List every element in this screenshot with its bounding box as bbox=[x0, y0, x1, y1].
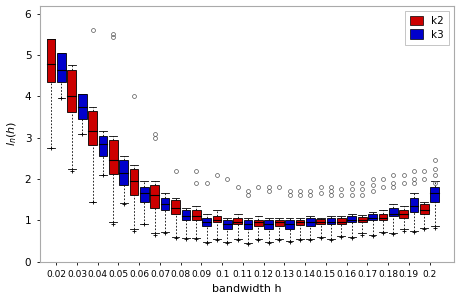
Bar bbox=[109, 140, 118, 174]
Bar bbox=[67, 70, 76, 112]
Bar bbox=[233, 218, 241, 224]
Bar bbox=[119, 160, 128, 185]
Bar bbox=[129, 169, 138, 196]
Bar bbox=[378, 214, 386, 220]
Bar bbox=[326, 218, 335, 224]
Bar bbox=[295, 220, 304, 225]
Bar bbox=[140, 187, 148, 202]
Bar bbox=[88, 111, 97, 145]
Bar bbox=[367, 214, 376, 220]
Bar bbox=[316, 219, 325, 224]
Y-axis label: $l_n(h)$: $l_n(h)$ bbox=[6, 121, 19, 146]
Bar bbox=[274, 220, 283, 226]
Bar bbox=[223, 220, 231, 229]
Bar bbox=[264, 220, 273, 229]
Bar bbox=[47, 39, 56, 82]
Bar bbox=[161, 198, 169, 210]
Bar bbox=[78, 94, 86, 119]
Bar bbox=[181, 210, 190, 220]
Bar bbox=[305, 218, 314, 226]
Bar bbox=[347, 216, 355, 222]
Bar bbox=[419, 204, 428, 214]
Bar bbox=[150, 185, 159, 208]
Bar bbox=[191, 210, 200, 220]
Bar bbox=[285, 220, 293, 229]
Bar bbox=[357, 218, 366, 222]
Bar bbox=[409, 198, 417, 212]
Bar bbox=[243, 220, 252, 229]
Bar bbox=[430, 187, 438, 202]
Bar bbox=[202, 218, 211, 226]
Bar bbox=[398, 210, 407, 218]
Bar bbox=[388, 208, 397, 216]
Bar bbox=[98, 136, 107, 156]
Bar bbox=[336, 218, 345, 224]
Bar bbox=[57, 53, 66, 82]
X-axis label: bandwidth h: bandwidth h bbox=[212, 284, 281, 294]
Legend: k2, k3: k2, k3 bbox=[404, 11, 448, 45]
Bar bbox=[253, 220, 262, 226]
Bar bbox=[212, 216, 221, 222]
Bar bbox=[171, 200, 179, 214]
